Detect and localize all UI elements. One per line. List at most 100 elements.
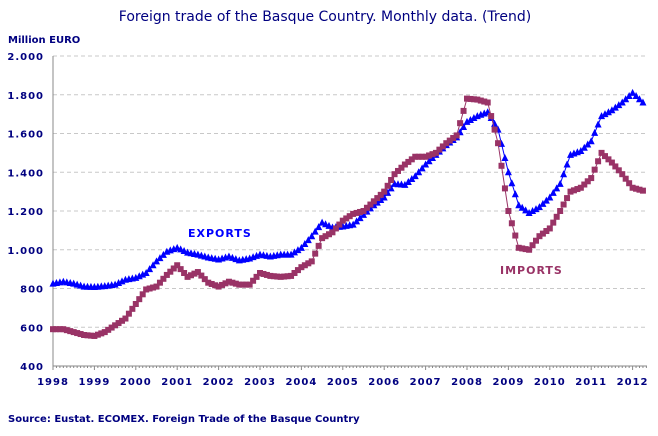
data-point-imports <box>422 153 429 160</box>
data-point-imports <box>439 143 446 150</box>
data-point-imports <box>612 163 619 170</box>
data-point-exports <box>387 184 395 192</box>
data-point-imports <box>495 140 502 147</box>
data-point-imports <box>308 258 315 265</box>
data-point-exports <box>608 106 616 114</box>
data-point-exports <box>594 120 602 128</box>
data-point-imports <box>132 301 139 307</box>
data-point-imports <box>481 98 488 105</box>
data-point-exports <box>287 250 295 258</box>
data-point-imports <box>533 237 539 244</box>
data-point-imports <box>398 164 405 171</box>
data-point-exports <box>580 143 588 151</box>
data-point-imports <box>139 291 146 298</box>
data-point-imports <box>236 281 243 288</box>
data-point-exports <box>515 201 523 209</box>
data-point-imports <box>374 195 381 202</box>
data-point-exports <box>291 248 298 256</box>
data-point-imports <box>274 273 281 280</box>
data-point-imports <box>212 282 219 289</box>
data-point-imports <box>53 326 60 333</box>
data-point-imports <box>288 272 295 279</box>
data-point-exports <box>142 269 150 276</box>
data-point-imports <box>626 180 633 187</box>
data-point-exports <box>415 168 423 176</box>
data-point-imports <box>277 273 284 280</box>
data-point-imports <box>415 153 422 160</box>
x-tick-label: 2005 <box>327 377 359 388</box>
x-tick-label: 2001 <box>161 377 193 388</box>
data-point-imports <box>101 329 108 336</box>
data-point-imports <box>464 95 470 102</box>
data-point-imports <box>401 161 408 168</box>
data-point-imports <box>522 246 529 253</box>
data-point-exports <box>466 115 474 123</box>
data-point-imports <box>146 285 153 292</box>
y-tick-label: 1.400 <box>7 168 44 179</box>
data-point-exports <box>604 108 612 116</box>
data-point-exports <box>301 239 309 247</box>
data-point-imports <box>470 96 477 103</box>
data-point-imports <box>388 177 395 183</box>
data-point-imports <box>370 198 377 205</box>
data-point-imports <box>477 97 484 104</box>
data-point-imports <box>91 332 98 339</box>
data-point-imports <box>543 228 550 235</box>
data-point-imports <box>253 273 260 280</box>
data-point-imports <box>191 270 198 277</box>
x-tick-label: 2007 <box>410 377 442 388</box>
data-point-imports <box>498 162 505 169</box>
data-point-imports <box>84 332 91 339</box>
data-point-imports <box>125 310 132 317</box>
data-point-exports <box>470 114 478 121</box>
data-point-imports <box>446 137 453 144</box>
data-point-exports <box>377 196 385 204</box>
data-point-exports <box>311 227 319 235</box>
x-tick-label: 2004 <box>285 377 317 388</box>
data-point-exports <box>535 203 543 211</box>
data-point-imports <box>367 201 374 208</box>
x-tick-label: 2012 <box>617 377 649 388</box>
chart-title: Foreign trade of the Basque Country. Mon… <box>119 9 531 25</box>
data-point-imports <box>436 146 443 153</box>
data-point-exports <box>425 157 433 165</box>
x-tick-label: 1998 <box>37 377 69 388</box>
data-point-imports <box>605 156 612 163</box>
data-point-exports <box>560 170 568 178</box>
data-point-imports <box>633 185 640 192</box>
data-point-imports <box>219 281 226 288</box>
data-point-imports <box>615 167 622 174</box>
data-point-imports <box>177 266 184 273</box>
x-tick-label: 2009 <box>492 377 524 388</box>
data-point-imports <box>484 99 491 106</box>
data-point-imports <box>119 317 125 324</box>
y-tick-label: 600 <box>20 323 44 334</box>
data-point-imports <box>636 186 643 193</box>
data-point-exports <box>549 188 557 196</box>
data-point-imports <box>360 208 367 214</box>
data-point-exports <box>501 154 509 162</box>
data-point-exports <box>146 265 154 273</box>
data-point-imports <box>112 322 119 329</box>
data-point-imports <box>419 153 426 160</box>
data-point-exports <box>542 196 550 204</box>
data-point-imports <box>570 187 577 194</box>
source-note: Source: Eustat. ECOMEX. Foreign Trade of… <box>8 414 360 425</box>
series-label-imports: IMPORTS <box>500 264 563 277</box>
data-point-imports <box>67 328 74 335</box>
data-point-imports <box>501 185 508 192</box>
data-point-imports <box>339 217 346 224</box>
data-point-exports <box>360 210 367 218</box>
data-point-imports <box>526 246 533 253</box>
data-point-imports <box>94 331 101 338</box>
data-point-imports <box>519 245 526 252</box>
data-point-exports <box>491 119 499 127</box>
data-point-imports <box>595 158 602 165</box>
data-point-imports <box>246 281 253 288</box>
data-point-exports <box>553 184 561 192</box>
data-point-exports <box>411 172 419 180</box>
data-point-imports <box>156 279 163 286</box>
x-tick-label: 2006 <box>368 377 400 388</box>
data-point-exports <box>401 180 409 188</box>
